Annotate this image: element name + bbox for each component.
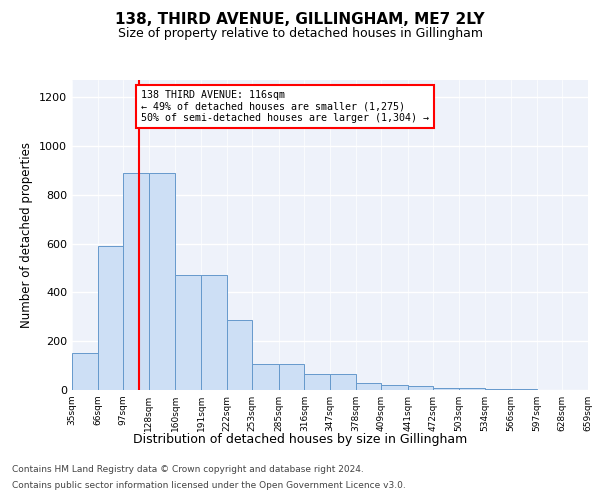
Bar: [485, 389, 511, 390]
Text: 138 THIRD AVENUE: 116sqm
← 49% of detached houses are smaller (1,275)
50% of sem: 138 THIRD AVENUE: 116sqm ← 49% of detach…: [142, 90, 430, 123]
Bar: [433, 388, 459, 390]
Text: Contains public sector information licensed under the Open Government Licence v3: Contains public sector information licen…: [12, 480, 406, 490]
Text: Size of property relative to detached houses in Gillingham: Size of property relative to detached ho…: [118, 28, 482, 40]
Bar: [304, 374, 330, 390]
Bar: [123, 173, 149, 390]
Bar: [201, 276, 227, 390]
Bar: [252, 364, 279, 390]
Text: 138, THIRD AVENUE, GILLINGHAM, ME7 2LY: 138, THIRD AVENUE, GILLINGHAM, ME7 2LY: [115, 12, 485, 28]
Y-axis label: Number of detached properties: Number of detached properties: [20, 142, 34, 328]
Bar: [279, 364, 304, 390]
Bar: [408, 386, 433, 390]
Bar: [356, 382, 381, 390]
Text: Distribution of detached houses by size in Gillingham: Distribution of detached houses by size …: [133, 432, 467, 446]
Bar: [330, 374, 356, 390]
Bar: [72, 354, 98, 390]
Bar: [175, 276, 201, 390]
Bar: [149, 173, 175, 390]
Bar: [227, 320, 252, 390]
Bar: [98, 246, 123, 390]
Text: Contains HM Land Registry data © Crown copyright and database right 2024.: Contains HM Land Registry data © Crown c…: [12, 466, 364, 474]
Bar: [381, 384, 408, 390]
Bar: [459, 388, 485, 390]
